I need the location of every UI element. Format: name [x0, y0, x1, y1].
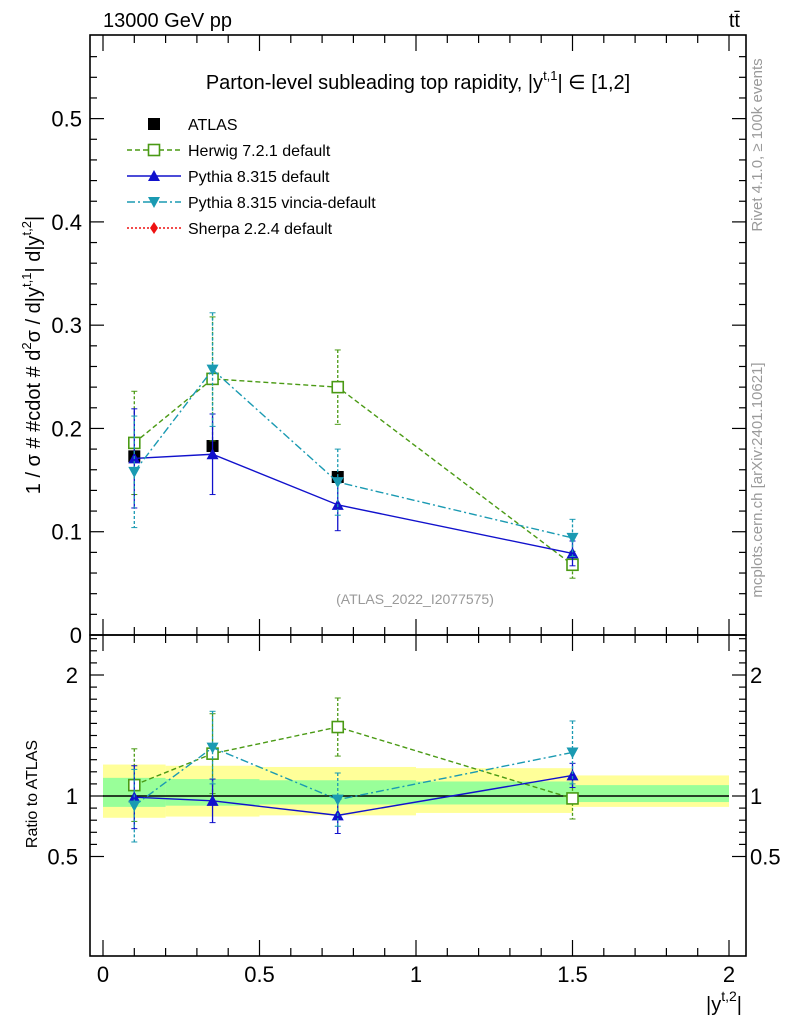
- main-series-line-1: [133, 378, 573, 566]
- legend-marker-1: [147, 143, 161, 157]
- legend-item-3: Pythia 8.315 vincia-default: [127, 195, 376, 212]
- xtick-label-4: 2: [723, 962, 735, 987]
- main-point-3-3: [566, 532, 579, 544]
- series-layer: [128, 312, 579, 843]
- legend-marker-2: [148, 170, 160, 181]
- main-point-2-1: [206, 448, 219, 460]
- ratio-ytick-label-right-0: 0.5: [750, 845, 781, 870]
- main-ytick-label-0: 0: [70, 623, 82, 648]
- legend-item-4: Sherpa 2.2.4 default: [127, 221, 333, 238]
- ratio-ytick-label-1: 1: [66, 784, 78, 809]
- rivet-label: Rivet 4.1.0, ≥ 100k events: [749, 58, 766, 231]
- ratio-point-2-2: [331, 794, 344, 806]
- ratio-ytick-label-0: 0.5: [47, 845, 78, 870]
- legend-label-1: Herwig 7.2.1 default: [188, 143, 331, 160]
- main-ytick-label-4: 0.4: [51, 210, 82, 235]
- ratio-ytick-label-2: 2: [66, 663, 78, 688]
- ratio-series-line-1: [134, 774, 573, 817]
- ratio-point-2-3: [566, 747, 579, 759]
- legend-item-2: Pythia 8.315 default: [127, 169, 330, 186]
- main-ytick-label-1: 0.1: [51, 520, 82, 545]
- legend-label-2: Pythia 8.315 default: [188, 169, 330, 186]
- xtick-label-3: 1.5: [557, 962, 588, 987]
- main-point-3-0: [128, 466, 141, 478]
- main-point-3-1: [206, 364, 219, 376]
- ratio-ylabel: Ratio to ATLAS: [24, 740, 41, 848]
- main-ytick-label-3: 0.3: [51, 313, 82, 338]
- ratio-point-0-2: [331, 720, 345, 734]
- xlabel: |yt,2|: [706, 988, 742, 1016]
- energy-label: 13000 GeV pp: [103, 10, 232, 32]
- axes: 0 0.1 0.2 0.3 0.4 0.5 0.5 0.5 1 1 2 2 0 0.5 1 1.5 2: [47, 34, 781, 987]
- main-point-2-3: [566, 547, 579, 559]
- main-point-1-2: [331, 380, 345, 394]
- legend-marker-4: [150, 222, 158, 234]
- main-series-line-2: [134, 453, 573, 555]
- legend: ATLAS Herwig 7.2.1 default Pythia 8.315 de…: [127, 117, 376, 238]
- process-label: tt̄: [729, 10, 741, 32]
- ratio-point-0-3: [566, 792, 579, 805]
- legend-item-0: ATLAS: [148, 117, 238, 134]
- xtick-label-2: 1: [410, 962, 422, 987]
- main-series-line-3: [133, 368, 573, 539]
- main-ytick-label-2: 0.2: [51, 416, 82, 441]
- legend-marker-3: [148, 197, 160, 208]
- legend-label-4: Sherpa 2.2.4 default: [188, 221, 333, 238]
- legend-item-1: Herwig 7.2.1 default: [127, 143, 331, 160]
- xtick-label-1: 0.5: [244, 962, 275, 987]
- ratio-point-1-3: [566, 769, 579, 781]
- analysis-label: (ATLAS_2022_I2077575): [336, 591, 494, 607]
- legend-label-3: Pythia 8.315 vincia-default: [188, 195, 376, 212]
- ratio-point-2-1: [206, 742, 219, 754]
- ratio-bands: [103, 764, 729, 818]
- ratio-ytick-label-right-1: 1: [750, 784, 762, 809]
- main-title: Parton-level subleading top rapidity, |y…: [206, 68, 630, 94]
- xtick-label-0: 0: [97, 962, 109, 987]
- main-series-3: [128, 312, 579, 558]
- main-series-0: [128, 440, 579, 571]
- ratio-series-line-2: [133, 746, 573, 807]
- main-point-3-2: [331, 477, 344, 489]
- ratio-series-line-0: [134, 726, 573, 800]
- legend-label-0: ATLAS: [188, 117, 238, 134]
- mcplots-label: mcplots.cern.ch [arXiv:2401.10621]: [749, 362, 766, 597]
- ratio-ytick-label-right-2: 2: [750, 663, 762, 688]
- band-green-3: [416, 781, 573, 805]
- ratio-series-2: [128, 710, 579, 843]
- band-green-4: [572, 785, 729, 803]
- main-ylabel: 1 / σ # #cdot # d2σ / d|yt,1| d|yt,2|: [19, 216, 45, 494]
- legend-marker-0: [148, 118, 160, 130]
- ratio-point-1-1: [206, 794, 219, 806]
- ratio-point-2-0: [128, 800, 141, 812]
- main-series-1: [128, 316, 579, 579]
- main-series-2: [128, 408, 579, 567]
- main-ytick-label-5: 0.5: [51, 107, 82, 132]
